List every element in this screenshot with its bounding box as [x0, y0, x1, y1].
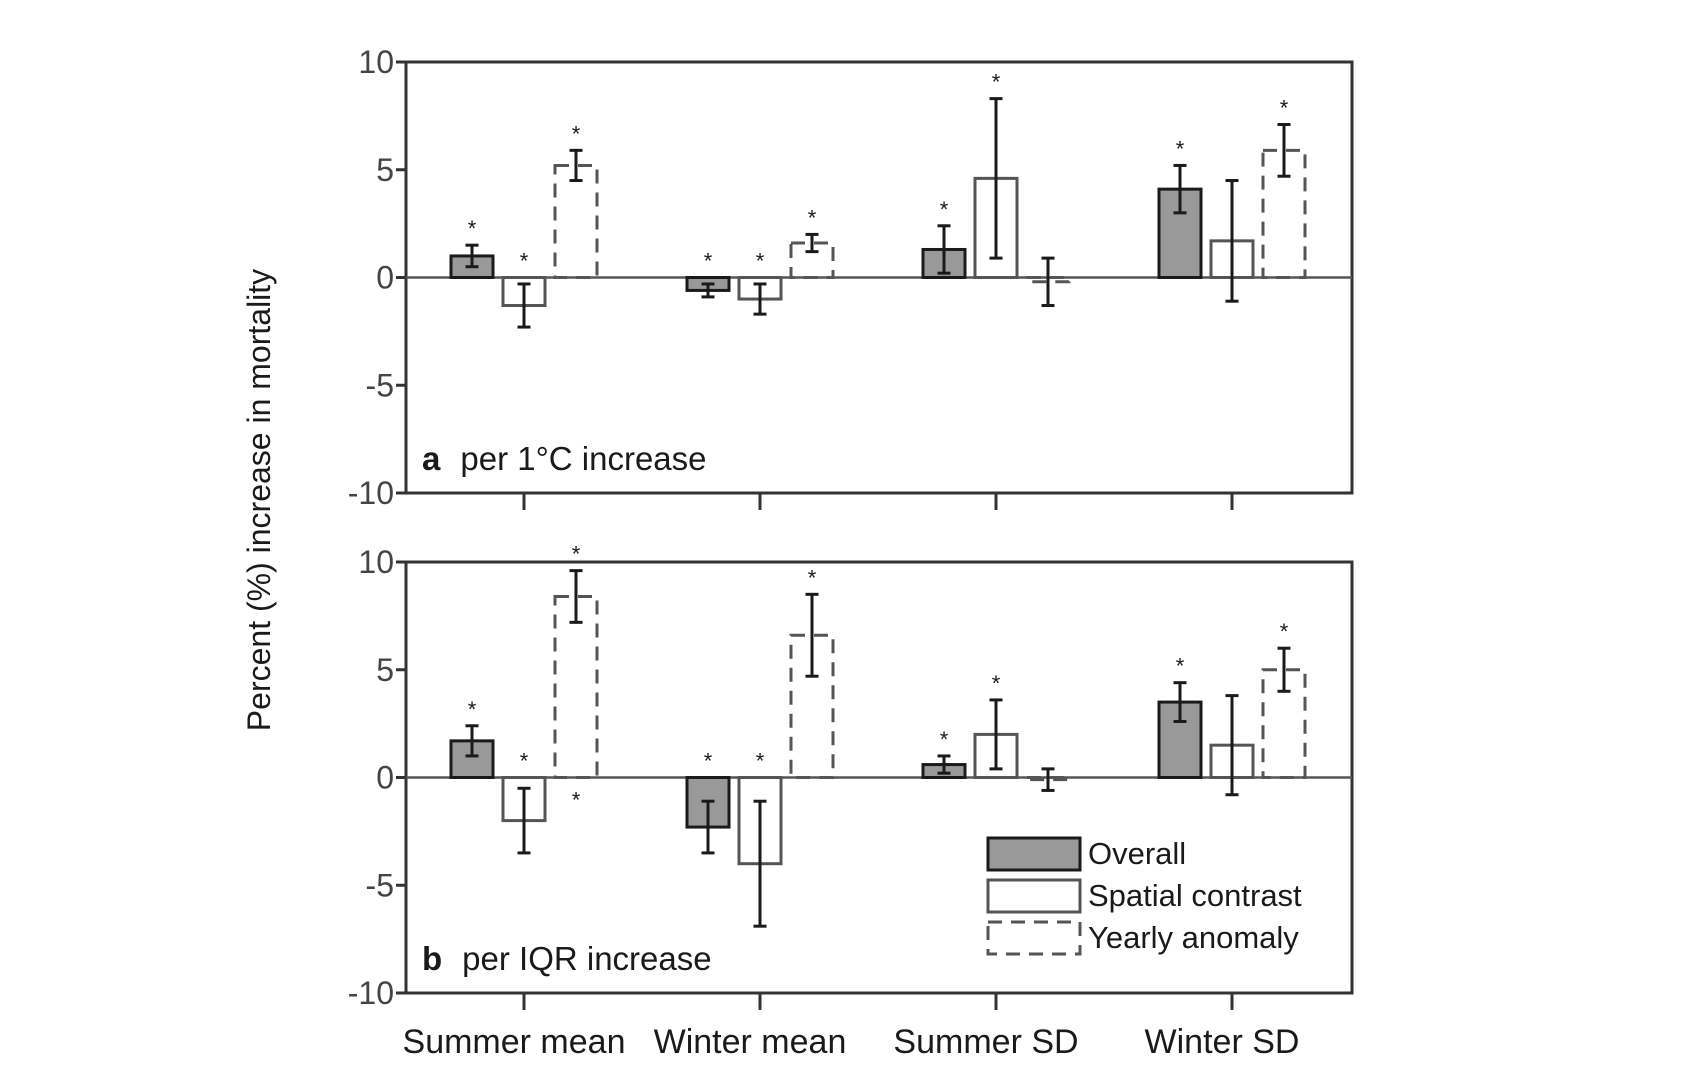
y-tick-label: -5 — [366, 367, 394, 403]
y-tick-label: -10 — [348, 975, 394, 1011]
y-tick-label: 5 — [376, 652, 394, 688]
legend-label: Spatial contrast — [1088, 878, 1302, 913]
error-bar — [1225, 179, 1239, 303]
x-tick-label: Winter mean — [654, 1023, 847, 1061]
x-axis-tick-labels: Summer mean Winter mean Summer SD Winter SD — [403, 1023, 1300, 1061]
error-bar — [805, 592, 819, 678]
panel-b: 10 5 0 -5 -10 * * * * * * * * * * * b per IQR increase — [348, 542, 1354, 1011]
significance-star: * — [520, 249, 529, 274]
error-bar — [517, 786, 531, 855]
legend-swatch — [986, 836, 1082, 872]
y-tick-label: -10 — [348, 475, 394, 511]
panel-a: 10 5 0 -5 -10 * * * * * * * * * * a per 1°C increase — [348, 44, 1354, 511]
significance-star: * — [572, 542, 581, 567]
error-bar — [1277, 646, 1291, 693]
significance-star: * — [808, 205, 817, 230]
panel-label-a: a per 1°C increase — [422, 440, 707, 477]
significance-star: * — [992, 70, 1001, 95]
significance-star: * — [572, 121, 581, 146]
significance-star: * — [704, 749, 713, 774]
error-bar — [569, 148, 583, 183]
panel-label-b: b per IQR increase — [422, 940, 712, 977]
error-bar — [937, 224, 951, 275]
significance-star: * — [572, 788, 581, 813]
significance-star: * — [468, 697, 477, 722]
error-bar — [753, 799, 767, 928]
error-bar — [517, 282, 531, 329]
y-tick-label: 5 — [376, 152, 394, 188]
bar-a-yearly-anomaly-0 — [553, 163, 599, 279]
legend: Overall Spatial contrast Yearly anomaly — [986, 836, 1302, 956]
y-tick-label: -5 — [366, 867, 394, 903]
bar-b-yearly-anomaly-3 — [1261, 668, 1307, 779]
error-bar — [1173, 681, 1187, 723]
significance-star: * — [992, 671, 1001, 696]
legend-swatch — [986, 920, 1082, 956]
significance-star: * — [940, 727, 949, 752]
significance-star: * — [1280, 95, 1289, 120]
significance-star: * — [1176, 136, 1185, 161]
x-tick-label: Winter SD — [1145, 1023, 1300, 1061]
significance-star: * — [756, 749, 765, 774]
bar-b-yearly-anomaly-0 — [553, 594, 599, 779]
error-bar — [989, 97, 1003, 260]
significance-star: * — [940, 197, 949, 222]
y-tick-label: 10 — [358, 544, 394, 580]
error-bar — [569, 569, 583, 624]
bar-a-yearly-anomaly-1 — [789, 241, 835, 280]
error-bar — [1225, 694, 1239, 797]
error-bar — [465, 243, 479, 269]
bar-b-yearly-anomaly-2 — [1025, 776, 1071, 782]
y-tick-label: 0 — [376, 760, 394, 796]
error-bar — [937, 754, 951, 775]
significance-star: * — [1176, 654, 1185, 679]
legend-label: Yearly anomaly — [1088, 920, 1299, 955]
error-bar — [989, 698, 1003, 771]
error-bar — [1041, 767, 1055, 792]
error-bar — [1277, 122, 1291, 178]
error-bar — [465, 724, 479, 758]
error-bar — [701, 282, 715, 299]
significance-star: * — [704, 249, 713, 274]
significance-star: * — [1280, 619, 1289, 644]
x-tick-label: Summer SD — [893, 1023, 1078, 1061]
significance-star: * — [520, 749, 529, 774]
bar-a-yearly-anomaly-3 — [1261, 148, 1307, 279]
significance-star: * — [756, 249, 765, 274]
x-tick-label: Summer mean — [403, 1023, 626, 1061]
y-tick-label: 0 — [376, 260, 394, 296]
bar-a-overall-3 — [1157, 187, 1203, 280]
significance-star: * — [468, 216, 477, 241]
y-axis-label: Percent (%) increase in mortality — [241, 269, 277, 731]
legend-label: Overall — [1088, 836, 1186, 871]
y-tick-label: 10 — [358, 44, 394, 80]
error-bar — [1041, 256, 1055, 308]
legend-swatch — [986, 878, 1082, 914]
error-bar — [805, 232, 819, 254]
significance-star: * — [808, 565, 817, 590]
error-bar — [753, 282, 767, 316]
error-bar — [1173, 163, 1187, 215]
error-bar — [701, 799, 715, 855]
